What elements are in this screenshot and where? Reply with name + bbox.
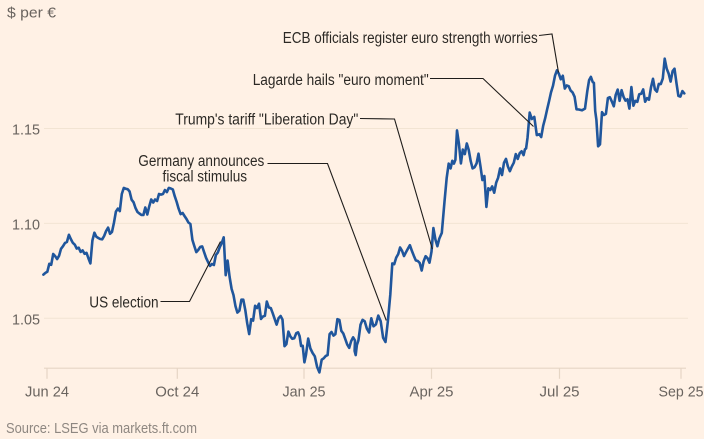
svg-text:Sep 25: Sep 25 bbox=[659, 384, 704, 401]
svg-text:Lagarde hails "euro moment": Lagarde hails "euro moment" bbox=[253, 72, 429, 89]
svg-text:Jan 25: Jan 25 bbox=[283, 384, 326, 401]
svg-text:Trump's tariff "Liberation Day: Trump's tariff "Liberation Day" bbox=[175, 112, 358, 129]
svg-text:Apr 25: Apr 25 bbox=[410, 384, 454, 401]
svg-text:Source: LSEG via markets.ft.co: Source: LSEG via markets.ft.com bbox=[6, 420, 197, 437]
svg-text:1.15: 1.15 bbox=[12, 122, 40, 139]
svg-text:US election: US election bbox=[89, 295, 158, 312]
svg-text:Jul 25: Jul 25 bbox=[540, 384, 580, 401]
svg-text:1.05: 1.05 bbox=[12, 312, 40, 329]
svg-text:Oct 24: Oct 24 bbox=[155, 384, 199, 401]
svg-text:1.10: 1.10 bbox=[12, 217, 40, 234]
svg-text:ECB officials register euro st: ECB officials register euro strength wor… bbox=[283, 30, 538, 47]
svg-text:Jun 24: Jun 24 bbox=[25, 384, 69, 401]
svg-text:fiscal stimulus: fiscal stimulus bbox=[163, 168, 248, 185]
svg-text:Germany announces: Germany announces bbox=[138, 153, 264, 170]
svg-text:$ per €: $ per € bbox=[7, 5, 57, 22]
